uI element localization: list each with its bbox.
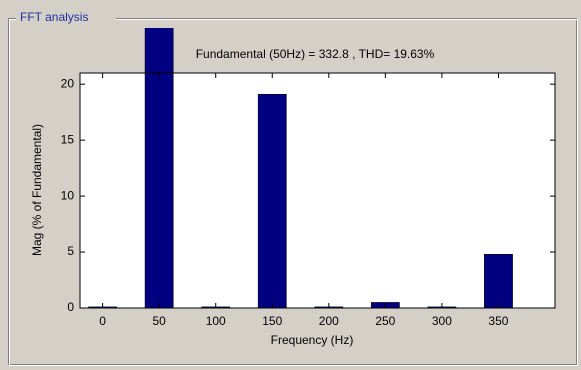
group-title: FFT analysis	[20, 10, 88, 24]
bar	[144, 28, 174, 309]
x-tick-label: 50	[152, 314, 166, 328]
bar	[484, 254, 513, 309]
bar	[257, 94, 287, 309]
chart-title: Fundamental (50Hz) = 332.8 , THD= 19.63%	[196, 47, 435, 61]
x-tick-label: 150	[262, 314, 282, 328]
group-title-bg	[16, 10, 116, 26]
x-tick-label: 0	[99, 314, 106, 328]
x-tick-label: 350	[488, 314, 508, 328]
y-tick-label: 10	[61, 188, 75, 202]
y-tick-label: 15	[61, 132, 75, 146]
y-tick-label: 5	[67, 244, 74, 258]
x-axis-label: Frequency (Hz)	[271, 333, 354, 347]
x-tick-label: 300	[432, 314, 452, 328]
y-tick-label: 0	[67, 300, 74, 314]
y-axis-label: Mag (% of Fundamental)	[30, 124, 44, 256]
group-box-highlight	[9, 19, 578, 366]
group-box	[8, 18, 577, 365]
axes-box	[79, 72, 556, 309]
x-tick-label: 200	[319, 314, 339, 328]
x-tick-label: 100	[206, 314, 226, 328]
y-tick-label: 20	[61, 76, 75, 90]
x-tick-label: 250	[375, 314, 395, 328]
